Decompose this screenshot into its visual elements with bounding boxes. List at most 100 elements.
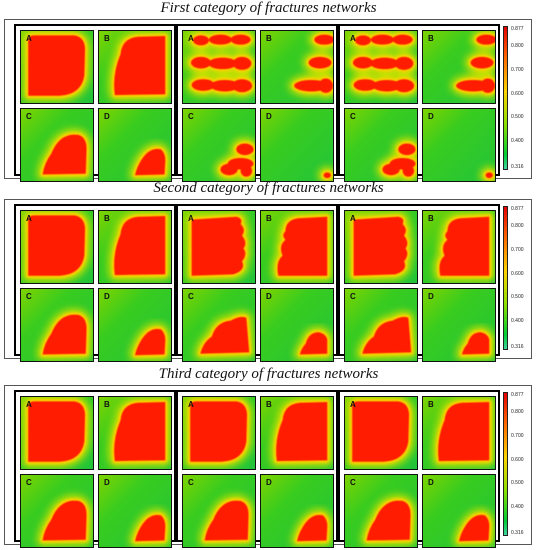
- panel-label: D: [428, 112, 434, 121]
- contour-panel: B: [260, 30, 334, 104]
- pressure-field-plot: [345, 211, 417, 283]
- panel-label: A: [188, 34, 194, 43]
- panel-label: D: [104, 112, 110, 121]
- pressure-field-plot: [423, 397, 495, 469]
- simulation-group: A B C D: [176, 390, 338, 548]
- panel-label: D: [266, 292, 272, 301]
- contour-panel: C: [344, 288, 418, 362]
- pressure-field-plot: [261, 31, 333, 103]
- simulation-group: A B C D: [338, 24, 500, 182]
- colorbar-tick-label: 0.500: [511, 480, 524, 487]
- pressure-field-plot: [99, 31, 171, 103]
- colorbar-tick-label: 0.316: [511, 344, 524, 351]
- simulation-group: A B C D: [338, 390, 500, 548]
- pressure-field-plot: [423, 31, 495, 103]
- panel-label: D: [104, 292, 110, 301]
- panel-label: C: [350, 478, 356, 487]
- pressure-field-plot: [345, 289, 417, 361]
- contour-panel: D: [98, 474, 172, 548]
- panel-label: B: [104, 34, 110, 43]
- colorbar-gradient: [503, 392, 508, 536]
- panel-label: D: [266, 112, 272, 121]
- panel-label: B: [428, 214, 434, 223]
- colorbar-tick-label: 0.877: [511, 391, 524, 398]
- panel-label: A: [26, 400, 32, 409]
- pressure-field-plot: [21, 109, 93, 181]
- panel-label: C: [350, 292, 356, 301]
- contour-panel: C: [20, 288, 94, 362]
- simulation-group: A B C D: [176, 204, 338, 362]
- colorbar-gradient: [503, 26, 508, 170]
- colorbar-tick-label: 0.400: [511, 504, 524, 511]
- panel-label: D: [104, 478, 110, 487]
- contour-panel: D: [260, 108, 334, 182]
- colorbar-tick-label: 0.877: [511, 205, 524, 212]
- contour-panel: A: [182, 30, 256, 104]
- colorbar-tick-label: 0.500: [511, 114, 524, 121]
- section-frame: A B C D A B C D A B C D 0.877 0.800 0.700 0.600 0.500 0.4…: [4, 19, 532, 182]
- colorbar-tick-label: 0.316: [511, 530, 524, 537]
- panel-label: C: [188, 292, 194, 301]
- contour-panel: A: [344, 396, 418, 470]
- pressure-field-plot: [21, 475, 93, 547]
- pressure-field-plot: [261, 475, 333, 547]
- pressure-field-plot: [183, 109, 255, 181]
- contour-panel: D: [98, 108, 172, 182]
- contour-panel: C: [182, 288, 256, 362]
- colorbar-tick-label: 0.877: [511, 25, 524, 32]
- simulation-group: A B C D: [14, 390, 176, 548]
- panel-label: A: [350, 400, 356, 409]
- panel-label: C: [188, 112, 194, 121]
- colorbar-tick-label: 0.600: [511, 90, 524, 97]
- panel-label: B: [266, 214, 272, 223]
- panel-label: A: [188, 400, 194, 409]
- colorbar-tick-label: 0.500: [511, 294, 524, 301]
- pressure-field-plot: [21, 397, 93, 469]
- section-frame: A B C D A B C D A B C D 0.877 0.800 0.700 0.600 0.500 0.4…: [4, 199, 532, 362]
- contour-panel: D: [98, 288, 172, 362]
- pressure-field-plot: [183, 397, 255, 469]
- pressure-field-plot: [99, 397, 171, 469]
- contour-panel: D: [260, 288, 334, 362]
- panel-label: C: [350, 112, 356, 121]
- panel-label: C: [188, 478, 194, 487]
- pressure-field-plot: [183, 211, 255, 283]
- pressure-field-plot: [423, 211, 495, 283]
- pressure-field-plot: [21, 211, 93, 283]
- contour-panel: A: [344, 30, 418, 104]
- contour-panel: A: [344, 210, 418, 284]
- simulation-group: A B C D: [338, 204, 500, 362]
- panel-label: B: [104, 214, 110, 223]
- panel-label: D: [428, 478, 434, 487]
- colorbar-tick-label: 0.800: [511, 43, 524, 50]
- panel-label: A: [188, 214, 194, 223]
- panel-label: D: [266, 478, 272, 487]
- contour-panel: B: [98, 210, 172, 284]
- contour-panel: B: [422, 210, 496, 284]
- colorbar-tick-label: 0.600: [511, 456, 524, 463]
- pressure-field-plot: [21, 289, 93, 361]
- pressure-field-plot: [99, 475, 171, 547]
- pressure-field-plot: [183, 289, 255, 361]
- pressure-field-plot: [21, 31, 93, 103]
- panel-label: C: [26, 478, 32, 487]
- contour-panel: C: [182, 108, 256, 182]
- contour-panel: C: [20, 108, 94, 182]
- section-title: First category of fractures networks: [160, 0, 377, 16]
- panel-label: C: [26, 112, 32, 121]
- contour-panel: C: [20, 474, 94, 548]
- contour-panel: B: [422, 396, 496, 470]
- pressure-field-plot: [99, 109, 171, 181]
- panel-label: A: [350, 214, 356, 223]
- pressure-field-plot: [345, 109, 417, 181]
- panel-label: B: [428, 34, 434, 43]
- panel-label: A: [350, 34, 356, 43]
- panel-label: B: [104, 400, 110, 409]
- panel-label: A: [26, 34, 32, 43]
- pressure-field-plot: [183, 31, 255, 103]
- pressure-field-plot: [423, 289, 495, 361]
- panel-label: B: [266, 400, 272, 409]
- pressure-field-plot: [345, 475, 417, 547]
- panel-label: B: [428, 400, 434, 409]
- simulation-group: A B C D: [176, 24, 338, 182]
